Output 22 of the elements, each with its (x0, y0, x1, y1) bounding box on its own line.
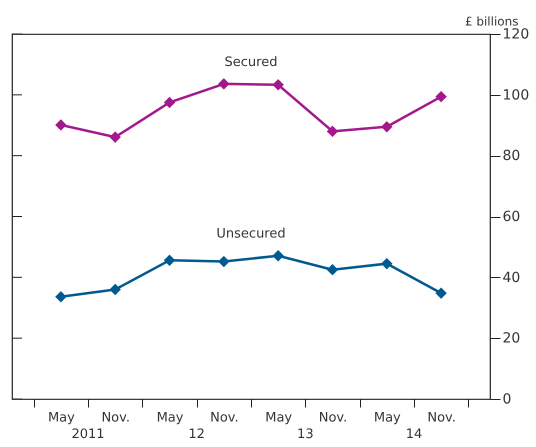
y-tick-label: 20 (502, 330, 520, 347)
y-tick-label: 60 (502, 209, 520, 225)
x-tick-label: May (156, 410, 184, 426)
text: 2011 (72, 427, 105, 442)
x-tick-label: May (48, 410, 76, 426)
text: 14 (406, 427, 422, 442)
y-tick-label: 80 (502, 148, 520, 164)
x-tick-label: Nov. (101, 410, 130, 426)
x-tick-label: May (265, 410, 292, 426)
y-axis-title: £ billions (464, 14, 518, 28)
x-tick-label: Nov. (427, 410, 456, 426)
x-tick-label: May (374, 410, 402, 426)
series-label: Secured (224, 54, 278, 70)
y-tick-label: 100 (502, 87, 530, 104)
text: 12 (188, 427, 205, 442)
text: 13 (297, 427, 314, 442)
series-label: Unsecured (216, 226, 286, 242)
y-tick-label: 120 (502, 26, 530, 42)
x-tick-label: Nov. (210, 410, 239, 426)
x-tick-label: Nov. (318, 410, 348, 426)
y-tick-label: 0 (502, 392, 512, 408)
y-tick-label: 40 (502, 270, 520, 286)
